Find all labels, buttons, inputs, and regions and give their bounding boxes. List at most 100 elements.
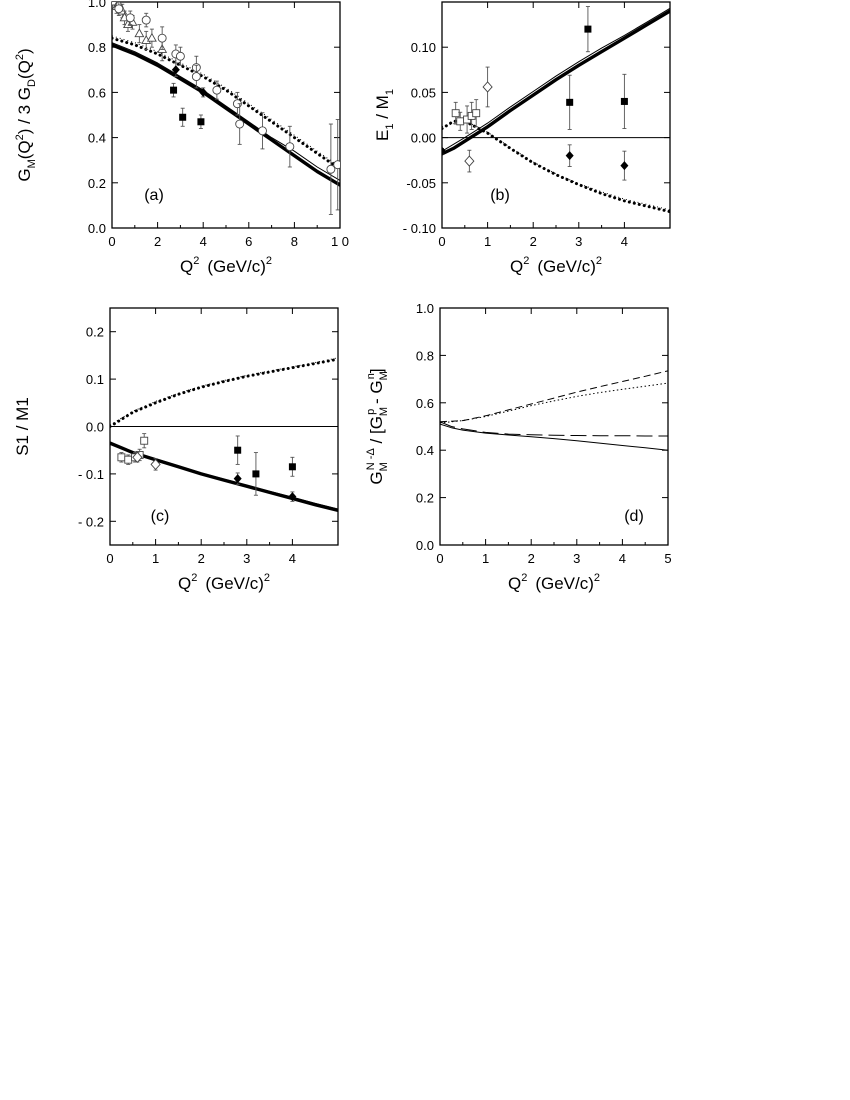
data-point	[197, 114, 205, 130]
data-point	[451, 101, 460, 125]
marker-open-square	[140, 436, 149, 445]
x-tick-label: 1 0	[331, 234, 349, 249]
x-tick-label: 4	[619, 551, 626, 566]
x-tick-label: 3	[575, 234, 582, 249]
marker-open-circle	[191, 72, 201, 82]
data-point	[146, 28, 157, 48]
series-line-dash	[440, 370, 668, 423]
data-point	[285, 125, 295, 168]
marker-filled-square	[252, 470, 260, 478]
marker-filled-square	[179, 113, 187, 121]
data-point	[233, 472, 242, 485]
y-axis-title: GMN -Δ / [GMp - GMn]	[365, 368, 390, 484]
series-line-long-dash	[440, 421, 668, 437]
marker-filled-square	[620, 97, 628, 105]
x-axis-title: Q2 (GeV/c)2	[180, 255, 272, 276]
x-tick-label: 6	[245, 234, 252, 249]
y-tick-label: 0.2	[88, 176, 106, 191]
data-point	[472, 99, 481, 128]
marker-open-square	[124, 455, 133, 464]
data-point	[117, 452, 126, 463]
marker-open-circle	[175, 51, 185, 61]
data-point	[125, 10, 135, 26]
series-line-thin	[110, 443, 338, 510]
marker-open-circle	[333, 160, 340, 170]
y-tick-label: 0.8	[88, 40, 106, 55]
data-point	[141, 12, 151, 28]
panel-label: (c)	[151, 508, 170, 525]
data-point	[565, 144, 574, 167]
marker-open-circle	[326, 164, 336, 174]
y-tick-label: -0.05	[406, 176, 436, 191]
panel-label: (d)	[624, 508, 644, 525]
x-axis-title: Q2 (GeV/c)2	[178, 572, 270, 593]
panel-a: 0 2 4 6 8 1 0 0.0 0.2 0.4 0.6 0.8 1.0 (a) Q2 (GeV/c)2 G…	[14, 0, 349, 276]
data-point	[258, 112, 267, 150]
x-tick-label: 4	[200, 234, 207, 249]
y-tick-label: 0.8	[416, 348, 434, 363]
y-tick-label: - 0.10	[403, 221, 436, 236]
data-point	[171, 62, 180, 78]
marker-filled-square	[234, 446, 242, 454]
y-tick-label: 1.0	[416, 301, 434, 316]
marker-open-square	[117, 453, 126, 462]
data-point	[179, 107, 187, 127]
series-line-thin	[112, 42, 340, 181]
y-tick-label: 0.6	[88, 85, 106, 100]
x-tick-label: 3	[573, 551, 580, 566]
data-point	[124, 454, 133, 465]
data-point	[175, 46, 185, 66]
x-tick-label: 8	[291, 234, 298, 249]
marker-filled-diamond	[199, 87, 208, 97]
marker-open-diamond	[464, 155, 475, 167]
x-tick-label: 0	[106, 551, 113, 566]
marker-filled-square	[197, 118, 205, 126]
data-point	[252, 452, 260, 496]
y-axis-title: E1 / M1	[373, 89, 396, 141]
y-tick-label: 0.0	[88, 221, 106, 236]
data-point	[463, 105, 472, 134]
y-tick-label: 0.0	[416, 538, 434, 553]
marker-open-diamond	[482, 81, 493, 93]
marker-open-circle	[125, 13, 135, 23]
x-tick-label: 0	[436, 551, 443, 566]
x-tick-label: 1	[482, 551, 489, 566]
series-line-thick	[112, 43, 340, 187]
marker-open-circle	[235, 119, 245, 129]
data-point	[212, 80, 222, 100]
x-tick-label: 5	[664, 551, 671, 566]
x-tick-label: 3	[243, 551, 250, 566]
marker-filled-square	[288, 463, 296, 471]
marker-filled-diamond	[565, 151, 574, 161]
y-tick-label: 0.0	[86, 420, 104, 435]
y-tick-label: 0.10	[411, 40, 436, 55]
x-tick-label: 0	[108, 234, 115, 249]
data-point	[288, 491, 297, 502]
x-tick-label: 1	[152, 551, 159, 566]
y-tick-label: 0.2	[416, 491, 434, 506]
x-axis-title: Q2 (GeV/c)2	[508, 572, 600, 593]
x-tick-label: 2	[198, 551, 205, 566]
data-point	[199, 87, 208, 98]
marker-filled-diamond	[171, 65, 180, 75]
series-line-dotted	[112, 36, 340, 171]
data-point	[620, 150, 629, 181]
y-tick-label: 0.1	[86, 372, 104, 387]
series-line-dotted-thin	[112, 35, 340, 168]
y-axis-title: GM(Q2) / 3 GD(Q2)	[14, 48, 38, 181]
x-tick-label: 4	[289, 551, 296, 566]
marker-open-square	[451, 109, 460, 118]
series-line-dotted-thin	[110, 357, 338, 426]
marker-filled-square	[566, 98, 574, 106]
marker-open-circle	[141, 15, 151, 25]
data-point	[234, 435, 242, 465]
series-line-thick	[442, 9, 670, 156]
series-line-dotted-thin	[442, 119, 670, 211]
y-tick-label: 0.6	[416, 396, 434, 411]
y-tick-label: 0.4	[416, 443, 434, 458]
y-tick-label: 0.2	[86, 325, 104, 340]
series-line-dotted	[110, 357, 338, 428]
marker-open-triangle	[146, 32, 157, 42]
data-point	[140, 433, 149, 449]
marker-open-square	[472, 109, 481, 118]
